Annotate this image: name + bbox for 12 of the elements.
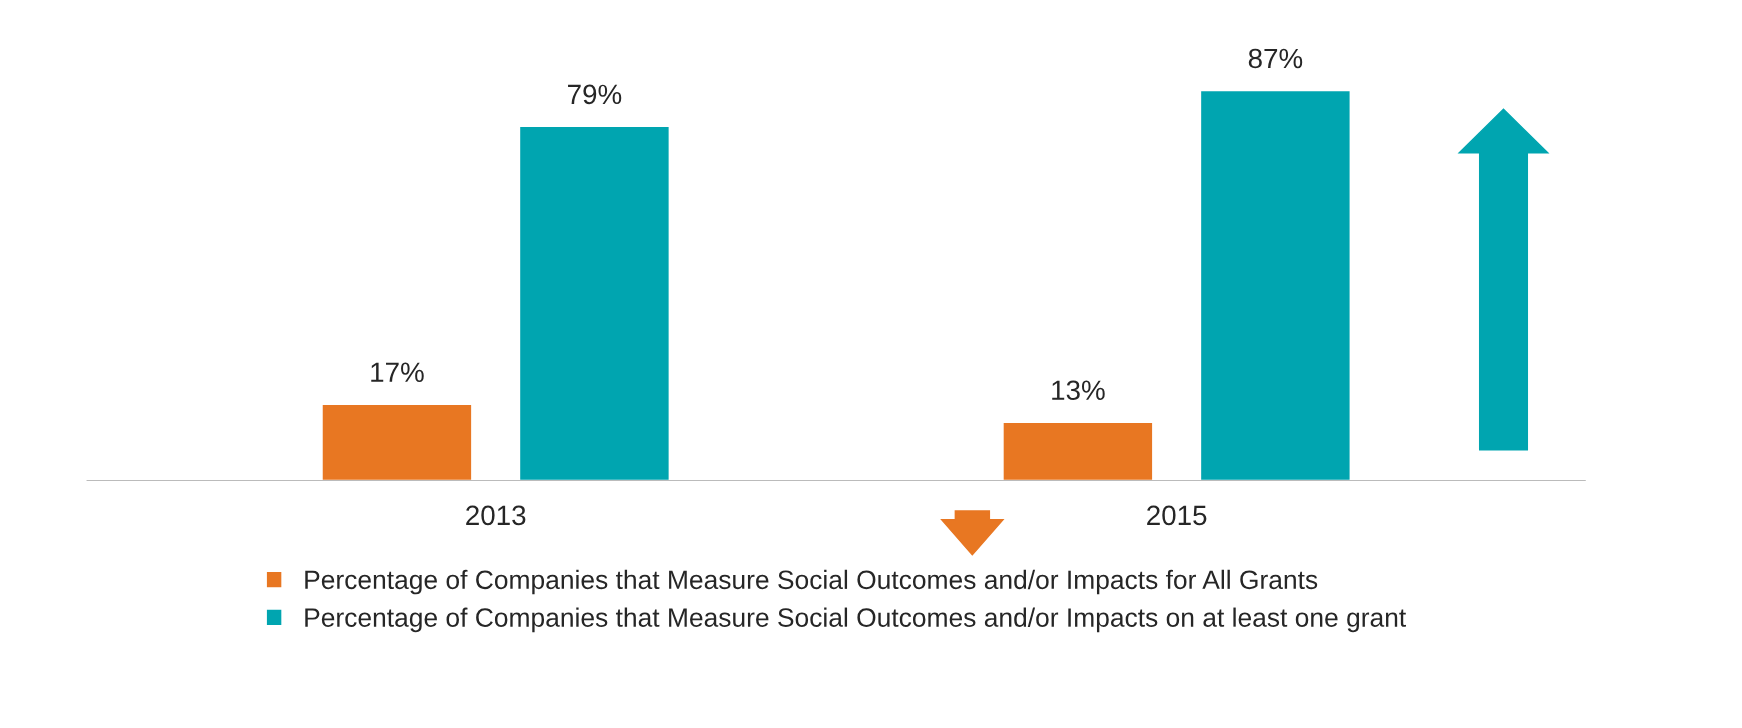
legend-label: Percentage of Companies that Measure Social Outcomes and/or Impacts on at least one grant xyxy=(305,607,1407,633)
bar xyxy=(518,125,671,481)
x-tick-label: 2015 xyxy=(1147,505,1207,526)
x-tick-label: 2013 xyxy=(466,505,526,526)
bar xyxy=(321,403,473,481)
legend-label: Percentage of Companies that Measure Social Outcomes and/or Impacts for All Grants xyxy=(305,569,1318,595)
bar xyxy=(1002,421,1154,481)
data-label: 79% xyxy=(568,84,622,105)
data-label: 13% xyxy=(1052,380,1105,401)
bar xyxy=(1199,89,1351,481)
data-label: 87% xyxy=(1248,48,1303,69)
data-label: 17% xyxy=(371,362,424,383)
